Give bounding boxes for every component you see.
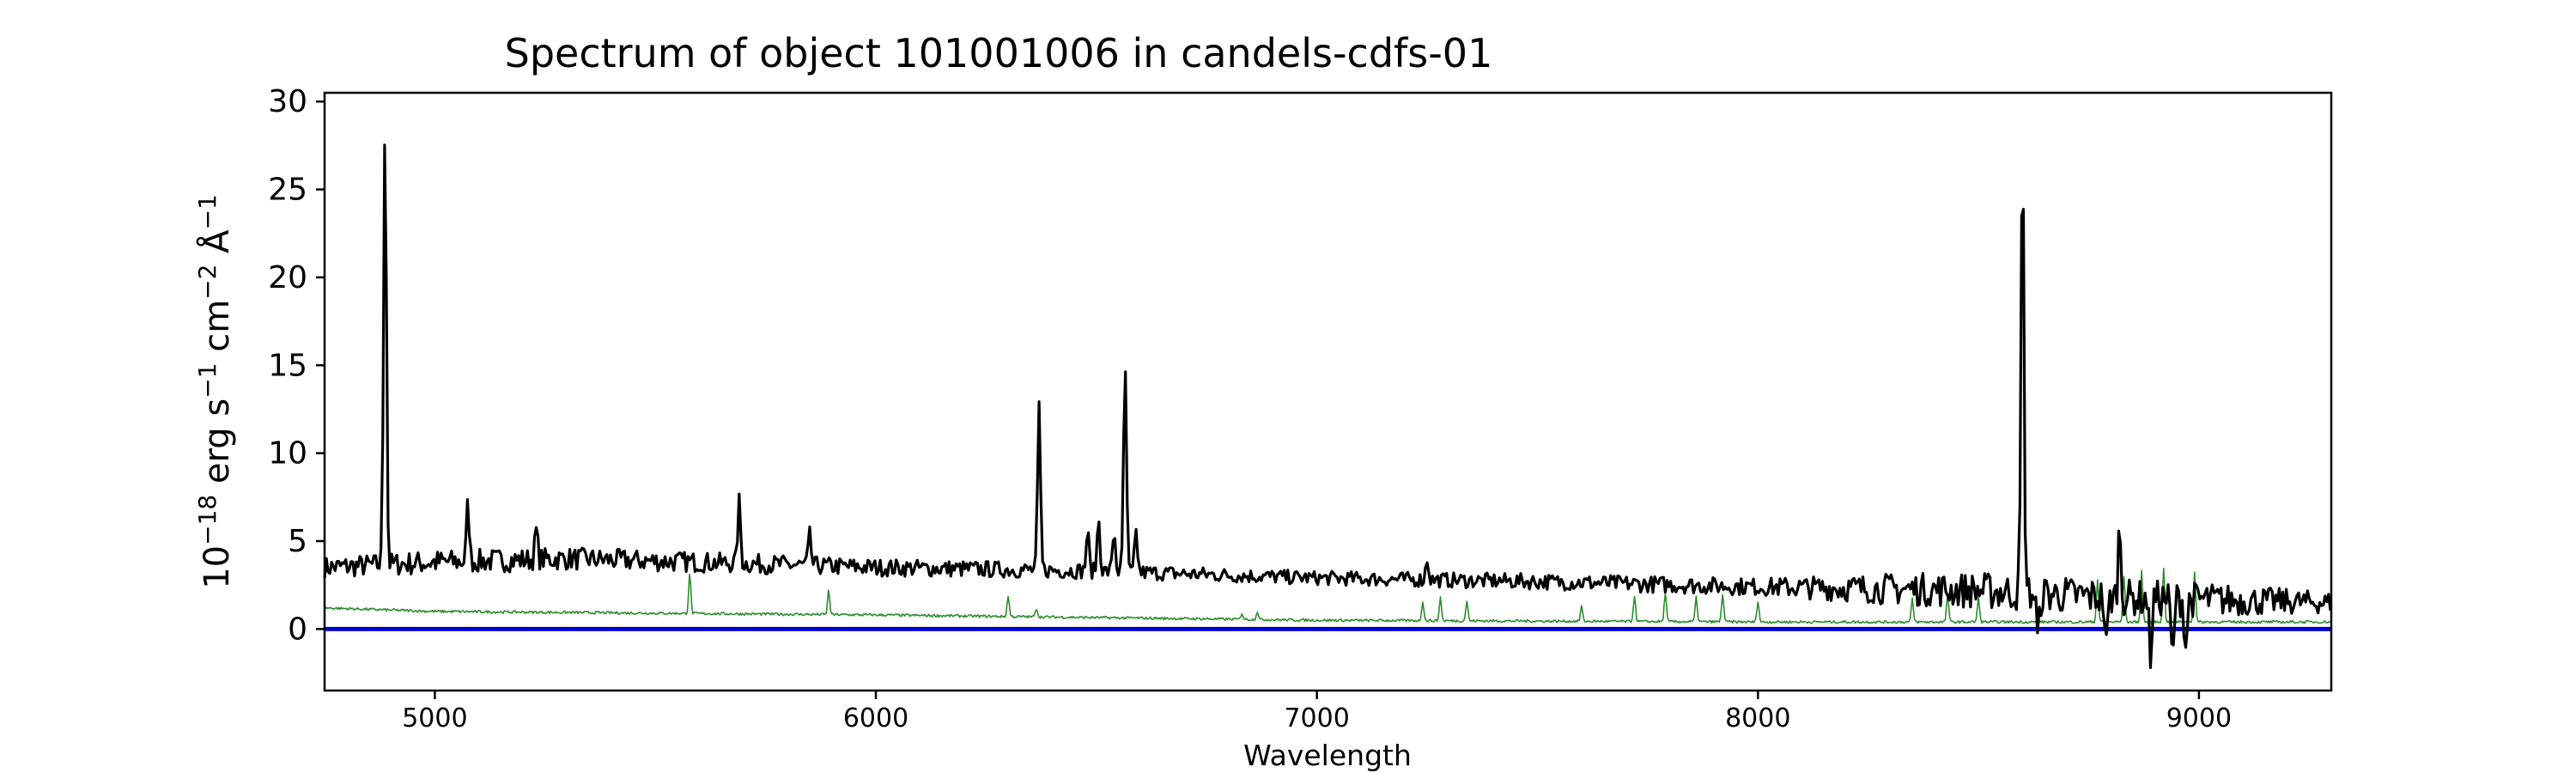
y-label-exp3: −2: [193, 265, 222, 300]
y-label-base: 10: [197, 545, 237, 589]
chart-title: Spectrum of object 101001006 in candels-…: [505, 30, 1493, 76]
y-label-exp2: −1: [193, 363, 222, 399]
y-tick-label: 0: [288, 612, 307, 647]
y-label-exp4: −1: [193, 194, 222, 229]
y-label-mid3: Å: [196, 229, 237, 265]
y-tick-label: 10: [268, 436, 307, 472]
flux-series-line: [323, 143, 2332, 669]
y-tick-label: 5: [288, 524, 307, 559]
x-tick-label: 9000: [2166, 703, 2232, 733]
x-axis-label: Wavelength: [1243, 739, 1412, 772]
plot-frame: [323, 91, 2333, 692]
x-tick-label: 7000: [1284, 703, 1349, 733]
x-tick-label: 5000: [402, 703, 467, 733]
plot-area: [323, 91, 2333, 692]
x-tick-label: 8000: [1725, 703, 1790, 733]
y-label-mid1: erg s: [197, 399, 237, 495]
y-axis-label: 10−18 erg s−1 cm−2 Å−1: [193, 194, 237, 589]
y-axis-ticks: 0 5 10 15 20 25 30: [268, 84, 325, 647]
x-axis-ticks: 5000 6000 7000 8000 9000: [402, 691, 2232, 733]
y-tick-label: 25: [268, 173, 307, 208]
y-label-exp1: −18: [193, 495, 222, 545]
y-tick-label: 30: [268, 84, 307, 119]
y-label-mid2: cm: [197, 300, 237, 363]
x-tick-label: 6000: [843, 703, 908, 733]
y-tick-label: 20: [268, 260, 307, 295]
y-tick-label: 15: [268, 348, 307, 383]
error-series-line: [324, 567, 2332, 624]
series-group: [323, 143, 2332, 669]
